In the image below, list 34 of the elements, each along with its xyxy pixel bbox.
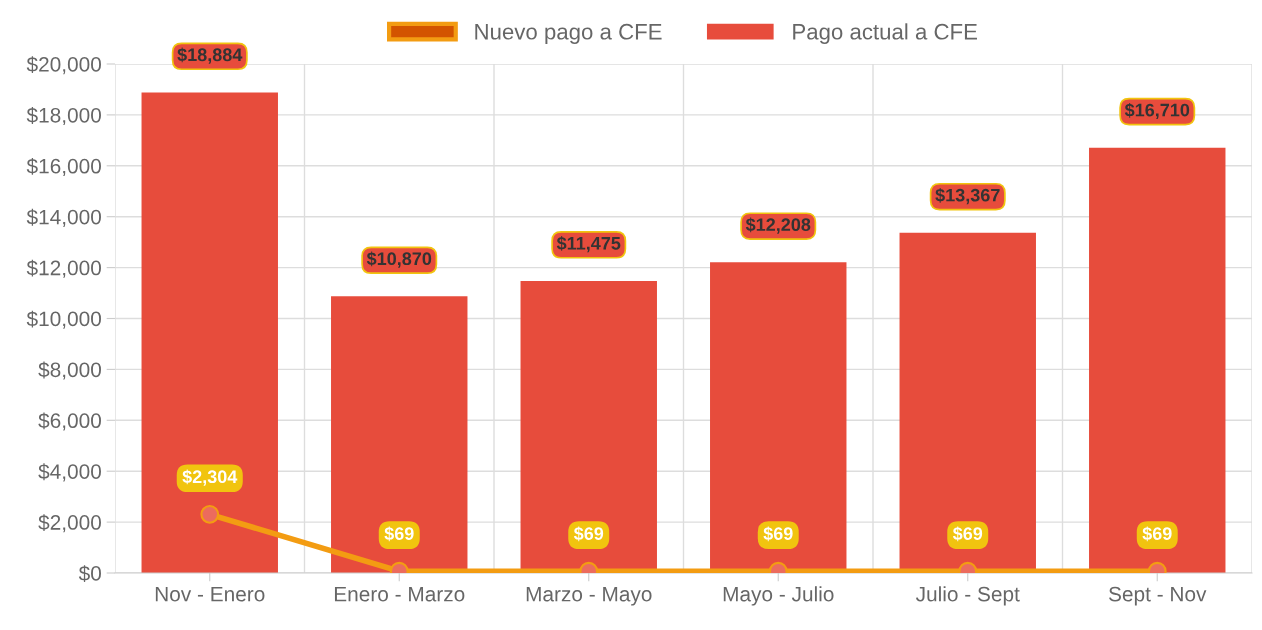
- x-tick-label: Enero - Marzo: [334, 586, 465, 602]
- bar: [141, 92, 278, 573]
- x-tick-label: Mayo - Julio: [723, 586, 834, 606]
- x-tick-label: Julio - Sept: [915, 586, 1020, 606]
- y-tick-label: $4,000: [38, 463, 101, 482]
- data-label: $69: [952, 526, 983, 542]
- data-label: $12,208: [745, 217, 811, 234]
- y-tick-label: $2,000: [38, 514, 101, 533]
- y-tick-label: $20,000: [26, 56, 101, 75]
- data-label: $13,367: [935, 187, 1000, 205]
- data-label: $69: [763, 526, 793, 542]
- data-label: $11,475: [556, 236, 621, 253]
- data-label: $10,870: [366, 251, 432, 268]
- y-tick-label: $12,000: [26, 259, 101, 278]
- x-tick-label: Nov - Enero: [155, 586, 265, 602]
- y-tick-label: $16,000: [26, 157, 101, 177]
- x-tick-label: Marzo - Mayo: [526, 586, 652, 606]
- data-label: $69: [1142, 526, 1172, 542]
- x-tick-label: Sept - Nov: [1108, 586, 1207, 606]
- y-tick-label: $6,000: [38, 412, 101, 431]
- y-tick-label: $10,000: [26, 310, 101, 329]
- data-label: $2,304: [182, 469, 238, 486]
- y-tick-label: $8,000: [38, 361, 101, 380]
- data-label: $69: [573, 526, 604, 542]
- data-label: $16,710: [1124, 102, 1190, 120]
- y-tick-label: $14,000: [26, 208, 101, 227]
- y-tick-label: $18,000: [26, 107, 101, 126]
- y-tick-label: $0: [78, 565, 101, 582]
- data-label: $69: [384, 526, 414, 542]
- legend-label: Pago actual a CFE: [793, 23, 977, 44]
- bar: [1089, 147, 1226, 573]
- data-label: $18,884: [177, 47, 243, 64]
- bar: [331, 296, 468, 573]
- legend-label: Nuevo pago a CFE: [475, 23, 662, 44]
